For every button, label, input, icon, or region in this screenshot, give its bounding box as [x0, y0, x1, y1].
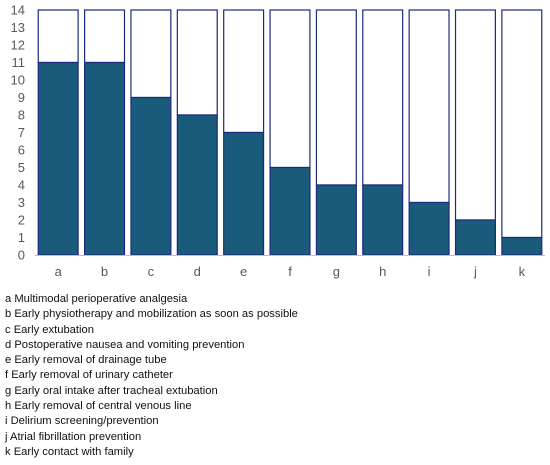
x-tick-label-i: i — [428, 264, 431, 279]
bars — [37, 9, 543, 256]
bar-remainder-j — [454, 9, 496, 221]
bar-remainder-e — [223, 9, 265, 134]
legend: a Multimodal perioperative analgesia b E… — [5, 292, 298, 460]
y-tick-label: 6 — [18, 143, 25, 158]
bar-c — [130, 96, 172, 256]
legend-item-k: k Early contact with family — [5, 445, 134, 458]
y-tick-label: 10 — [11, 73, 25, 88]
y-tick-label: 2 — [18, 213, 25, 228]
y-tick-label: 8 — [18, 108, 25, 123]
y-tick-label: 9 — [18, 90, 25, 105]
x-tick-label-k: k — [519, 264, 526, 279]
bar-g — [315, 184, 357, 256]
x-tick-label-b: b — [101, 264, 108, 279]
x-tick-label-g: g — [333, 264, 340, 279]
legend-item-g: g Early oral intake after tracheal extub… — [5, 384, 218, 397]
bar-k — [501, 236, 543, 256]
bar-remainder-i — [408, 9, 450, 204]
y-tick-label: 11 — [12, 55, 26, 70]
bar-remainder-a — [37, 9, 79, 64]
y-tick-label: 13 — [11, 20, 25, 35]
legend-item-j: j Atrial fibrillation prevention — [5, 430, 142, 443]
x-tick-label-d: d — [194, 264, 201, 279]
x-tick-label-h: h — [379, 264, 386, 279]
bar-remainder-f — [269, 9, 311, 169]
bar-e — [223, 131, 265, 256]
bar-a — [37, 61, 79, 256]
bar-remainder-g — [315, 9, 357, 186]
x-tick-label-c: c — [148, 264, 155, 279]
x-axis: a b c d e f g h i j k — [55, 264, 526, 279]
legend-item-f: f Early removal of urinary catheter — [5, 369, 173, 382]
bar-d — [176, 114, 218, 256]
bar-j — [454, 219, 496, 256]
legend-item-h: h Early removal of central venous line — [5, 400, 192, 413]
y-tick-label: 4 — [18, 178, 25, 193]
y-tick-label: 12 — [11, 38, 25, 53]
legend-item-i: i Delirium screening/prevention — [5, 415, 159, 428]
y-tick-label: 1 — [18, 230, 25, 245]
y-tick-label: 14 — [11, 3, 25, 18]
bar-remainder-b — [84, 9, 126, 64]
bar-remainder-d — [176, 9, 218, 116]
x-tick-label-e: e — [240, 264, 247, 279]
y-tick-label: 5 — [18, 160, 25, 175]
bar-f — [269, 166, 311, 256]
bar-i — [408, 201, 450, 256]
x-tick-label-f: f — [288, 264, 292, 279]
legend-item-c: c Early extubation — [5, 323, 94, 336]
bar-remainder-c — [130, 9, 172, 99]
y-tick-label: 3 — [18, 195, 25, 210]
bar-b — [84, 61, 126, 256]
x-tick-label-a: a — [55, 264, 63, 279]
bar-remainder-h — [362, 9, 404, 186]
legend-item-a: a Multimodal perioperative analgesia — [5, 293, 188, 305]
legend-item-e: e Early removal of drainage tube — [5, 354, 167, 367]
y-tick-label: 7 — [18, 125, 25, 140]
y-tick-label: 0 — [18, 248, 25, 263]
x-tick-label-j: j — [473, 264, 477, 279]
legend-item-d: d Postoperative nausea and vomiting prev… — [5, 338, 245, 351]
bar-remainder-k — [501, 9, 543, 239]
legend-item-b: b Early physiotherapy and mobilization a… — [5, 308, 298, 321]
bar-h — [362, 184, 404, 256]
